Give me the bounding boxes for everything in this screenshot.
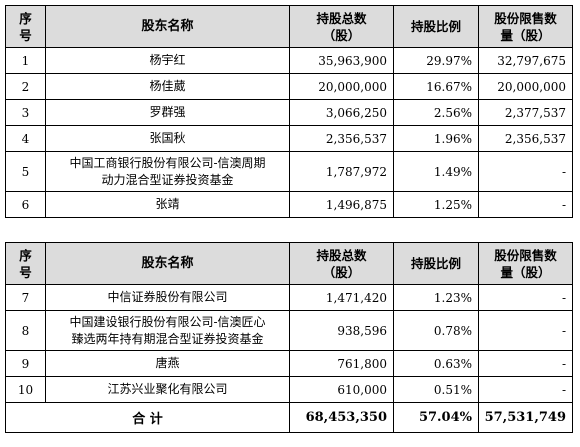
shareholder-name-line: 臻选两年持有期混合型证券投资基金 [71,331,264,346]
shareholder-name: 杨宇红 [45,47,290,74]
shareholder-name-line: 杨佳葳 [149,79,186,93]
shareholder-name-line: 罗群强 [149,105,186,119]
shareholder-name-line: 张国秋 [149,131,186,145]
table-header-row: 序号 股东名称 持股总数 （股） 持股比例 股份限售数 量（股） [5,242,573,285]
ratio-cell: 1.49% [393,151,479,192]
table-row: 5 中国工商银行股份有限公司-信澳周期 动力混合型证券投资基金 1,787,972 1.… [5,151,573,192]
shareholders-table-part1: 序号 股东名称 持股总数 （股） 持股比例 股份限售数 量（股） 1 杨宇红 35,96… [5,5,573,218]
table-header-row: 序号 股东名称 持股总数 （股） 持股比例 股份限售数 量（股） [5,5,573,48]
restricted-shares-cell: - [478,376,573,403]
total-shares-cell: 938,596 [289,310,394,351]
total-ratio: 57.04% [393,402,479,433]
total-shares-cell: 1,496,875 [289,191,394,218]
shareholder-name-line: 张靖 [155,197,180,211]
restricted-shares-cell: - [478,284,573,311]
total-shares-cell: 761,800 [289,350,394,377]
header-total-shares: 持股总数 （股） [289,5,394,48]
restricted-shares-cell: - [478,191,573,218]
row-index: 4 [5,125,46,152]
shareholder-name-line: 唐燕 [155,356,180,370]
shareholder-name-line: 中信证券股份有限公司 [107,290,228,304]
total-shares-cell: 1,787,972 [289,151,394,192]
header-index: 序号 [5,5,46,48]
shareholder-name-line: 杨宇红 [149,53,186,67]
row-index: 6 [5,191,46,218]
table-row: 3 罗群强 3,066,250 2.56% 2,377,537 [5,99,573,126]
ratio-cell: 0.63% [393,350,479,377]
restricted-shares-cell: 32,797,675 [478,47,573,74]
row-index: 2 [5,73,46,100]
shareholder-name: 江苏兴业聚化有限公司 [45,376,290,403]
restricted-shares-cell: 2,356,537 [478,125,573,152]
table-row: 4 张国秋 2,356,537 1.96% 2,356,537 [5,125,573,152]
table-row: 10 江苏兴业聚化有限公司 610,000 0.51% - [5,376,573,403]
row-index: 3 [5,99,46,126]
shareholder-name-line: 中国工商银行股份有限公司-信澳周期 [69,155,266,170]
shareholder-name: 中国工商银行股份有限公司-信澳周期 动力混合型证券投资基金 [45,151,290,192]
header-shareholder-name: 股东名称 [45,5,290,48]
shareholders-table-part2: 序号 股东名称 持股总数 （股） 持股比例 股份限售数 量（股） 7 中信证券股份有限… [5,242,573,433]
header-shareholder-name: 股东名称 [45,242,290,285]
total-shares-cell: 35,963,900 [289,47,394,74]
ratio-cell: 1.96% [393,125,479,152]
shareholder-name: 唐燕 [45,350,290,377]
header-restricted-shares: 股份限售数 量（股） [478,242,573,285]
total-label: 合 计 [5,402,290,433]
ratio-cell: 2.56% [393,99,479,126]
ratio-cell: 0.78% [393,310,479,351]
ratio-cell: 29.97% [393,47,479,74]
table-row: 7 中信证券股份有限公司 1,471,420 1.23% - [5,284,573,311]
header-restricted-shares: 股份限售数 量（股） [478,5,573,48]
shareholder-name-line: 中国建设银行股份有限公司-信澳匠心 [69,314,266,329]
table-row: 6 张靖 1,496,875 1.25% - [5,191,573,218]
total-restricted: 57,531,749 [478,402,573,433]
shareholder-name: 中国建设银行股份有限公司-信澳匠心 臻选两年持有期混合型证券投资基金 [45,310,290,351]
restricted-shares-cell: - [478,310,573,351]
header-ratio: 持股比例 [393,5,479,48]
ratio-cell: 16.67% [393,73,479,100]
shareholder-name-line: 江苏兴业聚化有限公司 [107,382,228,396]
shareholder-name: 张靖 [45,191,290,218]
table-row: 8 中国建设银行股份有限公司-信澳匠心 臻选两年持有期混合型证券投资基金 938,59… [5,310,573,351]
restricted-shares-cell: 2,377,537 [478,99,573,126]
ratio-cell: 1.25% [393,191,479,218]
shareholder-name: 杨佳葳 [45,73,290,100]
total-shares-cell: 1,471,420 [289,284,394,311]
row-index: 7 [5,284,46,311]
header-total-shares: 持股总数 （股） [289,242,394,285]
restricted-shares-cell: - [478,151,573,192]
header-ratio: 持股比例 [393,242,479,285]
total-shares-cell: 3,066,250 [289,99,394,126]
ratio-cell: 0.51% [393,376,479,403]
row-index: 10 [5,376,46,403]
row-index: 1 [5,47,46,74]
restricted-shares-cell: - [478,350,573,377]
shareholder-name: 中信证券股份有限公司 [45,284,290,311]
table-row: 2 杨佳葳 20,000,000 16.67% 20,000,000 [5,73,573,100]
ratio-cell: 1.23% [393,284,479,311]
table-row: 9 唐燕 761,800 0.63% - [5,350,573,377]
total-row: 合 计 68,453,350 57.04% 57,531,749 [5,402,573,433]
total-shares-cell: 2,356,537 [289,125,394,152]
total-shares-cell: 20,000,000 [289,73,394,100]
header-index: 序号 [5,242,46,285]
shareholder-name: 张国秋 [45,125,290,152]
restricted-shares-cell: 20,000,000 [478,73,573,100]
table-row: 1 杨宇红 35,963,900 29.97% 32,797,675 [5,47,573,74]
total-shares-cell: 610,000 [289,376,394,403]
shareholder-name-line: 动力混合型证券投资基金 [101,172,234,187]
row-index: 8 [5,310,46,351]
shareholder-name: 罗群强 [45,99,290,126]
row-index: 9 [5,350,46,377]
total-shares: 68,453,350 [289,402,394,433]
row-index: 5 [5,151,46,192]
